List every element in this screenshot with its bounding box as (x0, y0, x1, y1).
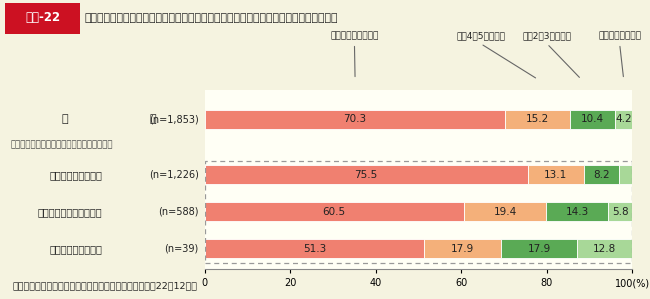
Text: 数: 数 (150, 114, 156, 124)
Text: 図表-22: 図表-22 (25, 11, 60, 25)
Text: 4.2: 4.2 (616, 114, 632, 124)
Text: 10.4: 10.4 (581, 114, 604, 124)
FancyBboxPatch shape (5, 3, 80, 34)
Text: 70.3: 70.3 (343, 114, 367, 124)
Bar (528, 165, 584, 184)
Text: 75.5: 75.5 (355, 170, 378, 180)
Text: 51.3: 51.3 (303, 244, 326, 254)
Bar (205, 165, 528, 184)
Text: (n=1,853): (n=1,853) (149, 114, 199, 124)
Text: 〔噛むこと、味わって食べることの実践度〕: 〔噛むこと、味わって食べることの実践度〕 (10, 141, 112, 150)
Bar (619, 165, 632, 184)
Text: 12.8: 12.8 (593, 244, 616, 254)
Bar (547, 202, 608, 221)
Text: 19.4: 19.4 (493, 207, 517, 217)
Bar (205, 202, 463, 221)
Bar (615, 110, 633, 129)
Text: 週に4〜5日食べる: 週に4〜5日食べる (456, 31, 505, 40)
Text: 13.1: 13.1 (544, 170, 567, 180)
Text: 「噛むこと、味わって食べることの実践度」と「バランスの良い食事の頻度」との関係: 「噛むこと、味わって食べることの実践度」と「バランスの良い食事の頻度」との関係 (84, 13, 338, 23)
Text: (n=1,226): (n=1,226) (149, 170, 199, 180)
Text: 17.9: 17.9 (527, 244, 551, 254)
Text: 15.2: 15.2 (526, 114, 549, 124)
Text: ほとんど食べない: ほとんど食べない (598, 31, 641, 40)
Bar (205, 239, 424, 258)
Text: 8.2: 8.2 (593, 170, 610, 180)
Bar (500, 239, 577, 258)
Bar (463, 202, 547, 221)
Bar (571, 110, 615, 129)
Text: (n=588): (n=588) (158, 207, 199, 217)
Text: 14.3: 14.3 (566, 207, 589, 217)
Text: ほとんど毎日食べる: ほとんど毎日食べる (330, 31, 379, 40)
Text: 総: 総 (61, 114, 68, 124)
Bar (424, 239, 500, 258)
Bar (506, 110, 571, 129)
Bar (577, 239, 632, 258)
Text: 資料：内閣府「食育の現状と意識に関する調査」（平成22年12月）: 資料：内閣府「食育の現状と意識に関する調査」（平成22年12月） (13, 281, 198, 290)
Text: 17.9: 17.9 (451, 244, 474, 254)
Text: 60.5: 60.5 (322, 207, 346, 217)
Bar (205, 110, 506, 129)
Bar (608, 202, 632, 221)
Bar (584, 165, 619, 184)
Text: わ　か　ら　な　い: わ か ら な い (49, 244, 103, 254)
Text: 食　べ　て　い　る: 食 べ て い る (49, 170, 103, 180)
Text: (n=39): (n=39) (164, 244, 199, 254)
Text: 5.8: 5.8 (612, 207, 629, 217)
Text: 食　べ　て　い　な　い: 食 べ て い な い (38, 207, 103, 217)
Text: 週に2〜3日食べる: 週に2〜3日食べる (523, 31, 571, 40)
